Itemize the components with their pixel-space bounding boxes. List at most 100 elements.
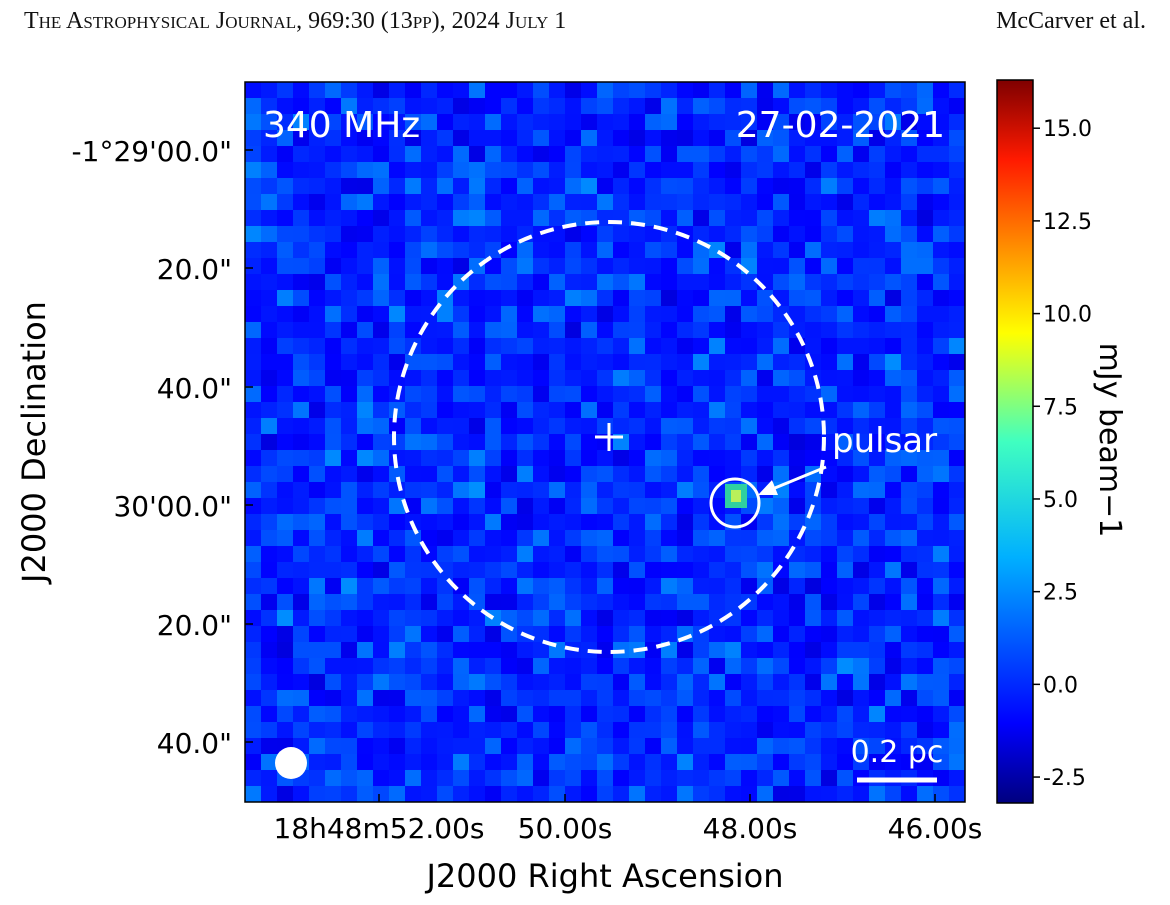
noise-cell [933,674,950,691]
noise-cell [309,370,326,387]
noise-cell [933,354,950,371]
noise-cell [613,338,630,355]
noise-cell [741,690,758,707]
noise-cell [293,434,310,451]
noise-cell [693,258,710,275]
noise-cell [325,578,342,595]
noise-cell [677,322,694,339]
noise-cell [405,610,422,627]
noise-cell [869,274,886,291]
noise-cell [437,98,454,115]
noise-cell [645,690,662,707]
noise-cell [293,466,310,483]
noise-cell [261,722,278,739]
noise-cell [469,242,486,259]
noise-cell [757,434,774,451]
noise-cell [437,610,454,627]
noise-cell [677,786,694,802]
noise-cell [837,82,854,99]
noise-cell [325,418,342,435]
noise-cell [581,178,598,195]
noise-cell [373,610,390,627]
noise-cell [885,274,902,291]
noise-cell [725,738,742,755]
noise-cell [741,562,758,579]
noise-cell [549,386,566,403]
noise-cell [501,146,518,163]
noise-cell [485,466,502,483]
noise-cell [901,82,918,99]
noise-cell [949,258,965,275]
noise-cell [869,162,886,179]
noise-cell [341,754,358,771]
noise-cell [933,258,950,275]
noise-cell [773,754,790,771]
noise-cell [949,754,965,771]
noise-cell [453,530,470,547]
noise-cell [581,194,598,211]
noise-cell [805,114,822,131]
noise-cell [245,482,262,499]
noise-cell [309,466,326,483]
noise-cell [325,642,342,659]
noise-cell [309,434,326,451]
noise-cell [949,130,965,147]
noise-cell [741,466,758,483]
noise-cell [501,466,518,483]
noise-cell [645,546,662,563]
noise-cell [709,274,726,291]
noise-cell [261,434,278,451]
noise-cell [741,706,758,723]
noise-cell [901,786,918,802]
x-tick-label: 18h48m52.00s [273,812,484,845]
noise-cell [885,658,902,675]
noise-cell [293,530,310,547]
noise-cell [597,242,614,259]
noise-cell [933,482,950,499]
noise-cell [661,722,678,739]
noise-cell [853,722,870,739]
noise-cell [677,130,694,147]
noise-cell [773,130,790,147]
noise-cell [693,146,710,163]
noise-cell [565,290,582,307]
noise-cell [917,274,934,291]
noise-cell [245,114,262,131]
noise-cell [325,482,342,499]
noise-cell [741,306,758,323]
noise-cell [293,226,310,243]
noise-cell [821,658,838,675]
noise-cell [357,722,374,739]
noise-cell [901,722,918,739]
noise-cell [261,114,278,131]
noise-cell [837,434,854,451]
noise-cell [709,226,726,243]
noise-cell [901,754,918,771]
noise-cell [549,754,566,771]
noise-cell [741,338,758,355]
noise-cell [629,322,646,339]
noise-cell [309,706,326,723]
noise-cell [725,82,742,99]
noise-cell [565,610,582,627]
noise-cell [773,370,790,387]
noise-cell [629,98,646,115]
noise-cell [645,194,662,211]
noise-cell [469,482,486,499]
noise-cell [325,242,342,259]
noise-cell [405,130,422,147]
noise-cell [485,210,502,227]
noise-cell [245,546,262,563]
noise-cell [725,562,742,579]
noise-cell [629,658,646,675]
noise-cell [693,546,710,563]
noise-cell [261,514,278,531]
noise-cell [581,594,598,611]
noise-cell [325,338,342,355]
noise-cell [949,690,965,707]
noise-cell [789,594,806,611]
noise-cell [933,450,950,467]
noise-cell [773,114,790,131]
noise-cell [421,482,438,499]
noise-cell [357,498,374,515]
